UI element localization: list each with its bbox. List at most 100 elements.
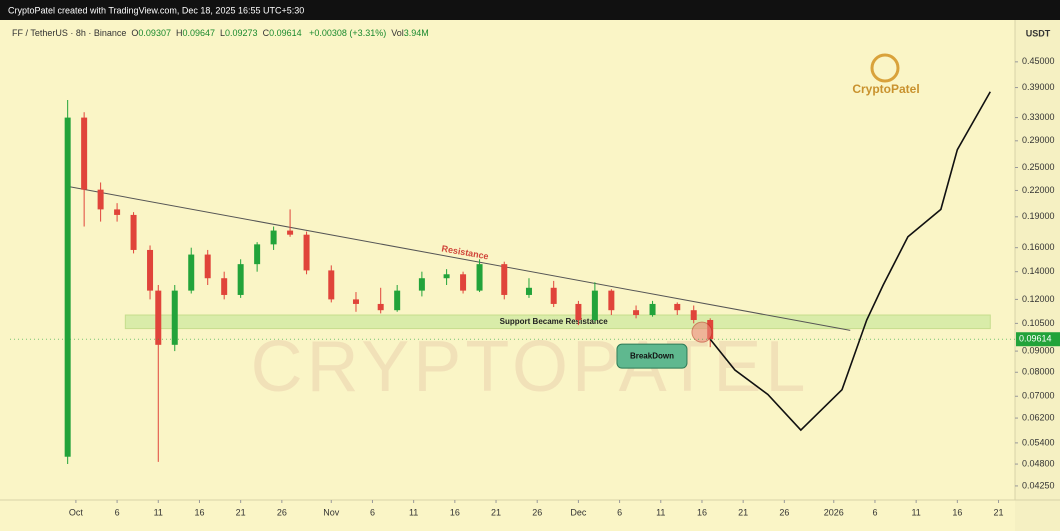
candle-body <box>270 230 277 245</box>
x-tick-label: 2026 <box>824 507 844 517</box>
x-tick-label: 21 <box>236 507 246 517</box>
zone-label: Support Became Resistance <box>500 317 609 326</box>
y-tick-label: 0.33000 <box>1022 112 1055 122</box>
y-tick-label: 0.10500 <box>1022 318 1055 328</box>
candle-body <box>221 278 228 295</box>
x-tick-label: 6 <box>115 507 120 517</box>
y-tick-label: 0.22000 <box>1022 185 1055 195</box>
candle-body <box>394 290 401 311</box>
candle-body <box>155 290 162 345</box>
last-price-label: 0.09614 <box>1019 334 1052 344</box>
x-tick-label: Dec <box>570 507 587 517</box>
candle-body <box>550 287 557 304</box>
price-axis-bg <box>1015 20 1060 531</box>
y-tick-label: 0.29000 <box>1022 135 1055 145</box>
candle-body <box>352 299 359 304</box>
x-tick-label: 16 <box>194 507 204 517</box>
y-tick-label: 0.16000 <box>1022 242 1055 252</box>
candle-body <box>525 287 532 295</box>
ohlc-value: 0.09273 <box>225 28 258 38</box>
y-tick-label: 0.14000 <box>1022 266 1055 276</box>
ohlc-label: C <box>262 28 270 38</box>
candle-body <box>575 303 582 320</box>
trendline <box>67 185 851 331</box>
x-tick-label: 16 <box>952 507 962 517</box>
watermark-large: CRYPTOPATEL <box>251 327 810 407</box>
y-tick-label: 0.45000 <box>1022 56 1055 66</box>
logo <box>870 53 900 83</box>
y-tick-label: 0.19000 <box>1022 211 1055 221</box>
symbol: FF / TetherUS · 8h · Binance <box>12 28 127 38</box>
x-tick-label: 26 <box>779 507 789 517</box>
y-tick-label: 0.05400 <box>1022 437 1055 447</box>
y-tick-label: 0.06200 <box>1022 412 1055 422</box>
candle-body <box>591 290 598 320</box>
y-tick-label: 0.08000 <box>1022 367 1055 377</box>
ohlc-label: L <box>220 28 226 38</box>
x-tick-label: 6 <box>370 507 375 517</box>
candle-body <box>130 214 137 250</box>
x-tick-label: 11 <box>656 507 665 517</box>
candle-body <box>501 264 508 295</box>
candle-body <box>418 278 425 291</box>
candle-body <box>443 274 450 279</box>
x-tick-label: 26 <box>532 507 542 517</box>
x-tick-label: 21 <box>994 507 1004 517</box>
ohlc: O0.09307 H0.09647 L0.09273 C0.09614 <box>131 28 306 38</box>
x-tick-label: 6 <box>617 507 622 517</box>
candle-body <box>171 290 178 345</box>
candle-body <box>97 189 104 210</box>
candle-body <box>303 234 310 271</box>
y-tick-label: 0.12000 <box>1022 294 1055 304</box>
x-tick-label: Oct <box>69 507 84 517</box>
x-tick-label: Nov <box>323 507 340 517</box>
x-tick-label: 26 <box>277 507 287 517</box>
candle-body <box>633 310 640 316</box>
x-tick-label: 11 <box>911 507 920 517</box>
breakdown-marker <box>691 321 713 343</box>
ohlc-value: 0.09614 <box>269 28 302 38</box>
chart-bg <box>0 20 1060 531</box>
watermark: CryptoPatel <box>852 82 919 96</box>
ohlc-label: O <box>131 28 139 38</box>
y-tick-label: 0.09000 <box>1022 345 1055 355</box>
y-tick-label: 0.04800 <box>1022 458 1055 468</box>
candle-body <box>377 303 384 311</box>
top-bar <box>0 0 1060 20</box>
candle-body <box>237 264 244 295</box>
candle-body <box>649 303 656 316</box>
candle-body <box>64 117 71 457</box>
legend: FF / TetherUS · 8h · Binance O0.09307 H0.… <box>12 28 429 38</box>
ohlc-label: H <box>175 28 183 38</box>
candle-body <box>254 244 261 265</box>
candle-body <box>460 274 467 291</box>
ohlc-value: 0.09647 <box>182 28 216 38</box>
x-tick-label: 11 <box>154 507 163 517</box>
candle-body <box>674 303 681 311</box>
support-zone <box>124 314 991 330</box>
x-tick-label: 11 <box>409 507 418 517</box>
volume-label: Vol <box>391 28 404 38</box>
attribution: CryptoPatel created with TradingView.com… <box>8 5 304 15</box>
candle-body <box>114 209 121 215</box>
change: +0.00308 (+3.31%) <box>309 28 387 38</box>
candle-body <box>608 290 615 311</box>
y-tick-label: 0.39000 <box>1022 82 1055 92</box>
candle-body <box>287 230 294 235</box>
currency: USDT <box>1026 28 1051 38</box>
x-tick-label: 6 <box>872 507 877 517</box>
candle-body <box>328 270 335 300</box>
x-tick-label: 16 <box>450 507 460 517</box>
volume: 3.94M <box>403 28 429 38</box>
candle-body <box>188 254 195 291</box>
last-price-box <box>1016 332 1060 347</box>
breakdown-box <box>616 343 688 369</box>
x-tick-label: 21 <box>738 507 748 517</box>
candle-body <box>147 249 154 291</box>
x-tick-label: 21 <box>491 507 501 517</box>
x-tick-label: 16 <box>697 507 707 517</box>
y-tick-label: 0.04250 <box>1022 480 1055 490</box>
y-tick-label: 0.07000 <box>1022 391 1055 401</box>
